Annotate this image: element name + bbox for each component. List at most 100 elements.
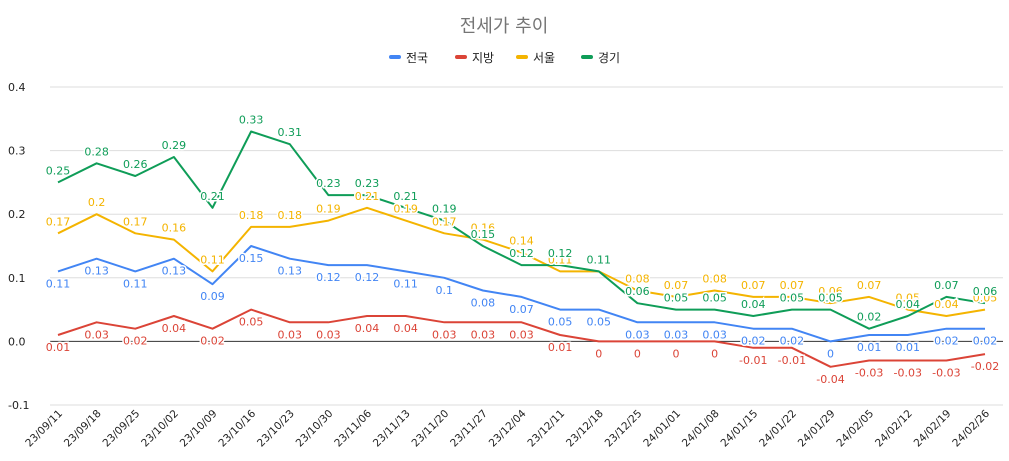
data-label: 0.05 xyxy=(587,316,612,329)
data-label: 0.21 xyxy=(393,190,418,203)
x-tick-label: 24/01/08 xyxy=(680,408,722,450)
data-label: 0.02 xyxy=(741,335,766,348)
data-label: 0.13 xyxy=(162,265,187,278)
y-axis: -0.1 0.0 0.1 0.2 0.3 0.4 xyxy=(8,81,29,412)
x-tick-label: 24/02/05 xyxy=(834,408,876,450)
data-label: -0.02 xyxy=(971,360,999,373)
data-label: 0.19 xyxy=(316,203,341,216)
x-tick-label: 23/12/04 xyxy=(487,407,529,449)
data-label: 0.16 xyxy=(162,222,187,235)
series-line xyxy=(57,130,986,330)
data-label: 0.02 xyxy=(780,335,805,348)
x-tick-label: 23/12/18 xyxy=(564,408,606,450)
x-tick-label: 23/11/06 xyxy=(332,407,374,449)
data-label: 0.02 xyxy=(123,335,148,348)
data-label: 0.08 xyxy=(471,297,496,310)
data-label: 0.02 xyxy=(200,335,225,348)
data-label: 0.03 xyxy=(432,328,457,341)
data-label: 0 xyxy=(595,347,602,360)
data-label: 0.06 xyxy=(818,285,843,298)
x-tick-label: 23/12/25 xyxy=(603,408,645,450)
data-label: 0.07 xyxy=(509,303,534,316)
data-label: 0.12 xyxy=(316,271,341,284)
data-label: 0.04 xyxy=(162,322,187,335)
data-label: 0.03 xyxy=(316,328,341,341)
data-label: 0.07 xyxy=(664,279,689,292)
data-label: 0.03 xyxy=(278,328,303,341)
data-label: 0.01 xyxy=(857,341,882,354)
data-label: 0.02 xyxy=(973,335,998,348)
data-label: -0.01 xyxy=(778,354,806,367)
data-label: 0.26 xyxy=(123,158,148,171)
x-tick-label: 23/11/20 xyxy=(410,408,452,450)
data-label: 0.04 xyxy=(393,322,418,335)
data-label: 0.11 xyxy=(200,253,225,266)
y-tick-label: 0.1 xyxy=(8,272,26,285)
x-axis: 23/09/1123/09/1823/09/2523/10/0223/10/09… xyxy=(23,407,992,449)
x-tick-label: 24/02/12 xyxy=(873,408,915,450)
data-label: 0.17 xyxy=(432,215,457,228)
data-label: 0.14 xyxy=(509,234,534,247)
data-label: 0.21 xyxy=(355,190,380,203)
legend-item: 지방 xyxy=(455,51,494,65)
data-label: 0.05 xyxy=(780,292,805,305)
data-label: 0.11 xyxy=(123,277,148,290)
legend-swatch xyxy=(389,55,401,59)
x-tick-label: 23/09/18 xyxy=(62,408,104,450)
data-label: 0.01 xyxy=(46,341,71,354)
legend-item: 전국 xyxy=(389,51,428,65)
data-label: 0.23 xyxy=(355,177,380,190)
legend-item: 서울 xyxy=(516,51,555,65)
data-label: 0.05 xyxy=(548,316,573,329)
data-label: 0.07 xyxy=(857,279,882,292)
data-labels: 0.110.130.110.130.090.150.13 0.12 0.12 0.11… xyxy=(44,112,1000,387)
data-label: 0.15 xyxy=(239,252,264,265)
data-label: 0.06 xyxy=(973,285,998,298)
x-tick-label: 23/10/09 xyxy=(178,408,220,450)
data-label: 0.03 xyxy=(664,328,689,341)
x-tick-label: 24/01/15 xyxy=(719,408,761,450)
data-label: 0.12 xyxy=(509,247,534,260)
series-line xyxy=(57,245,985,343)
data-label: 0.1 xyxy=(436,284,454,297)
series-lines xyxy=(57,130,986,368)
legend-label: 서울 xyxy=(533,51,555,65)
data-label: 0.05 xyxy=(973,292,998,305)
data-label: -0.03 xyxy=(894,366,922,379)
data-label: 0.07 xyxy=(741,279,766,292)
x-tick-label: 23/10/23 xyxy=(255,408,297,450)
data-label: 0.05 xyxy=(702,292,727,305)
y-tick-label: -0.1 xyxy=(8,399,29,412)
data-label: 0.03 xyxy=(702,328,727,341)
x-tick-label: 24/01/01 xyxy=(641,408,683,450)
legend-swatch xyxy=(455,55,467,59)
legend-swatch xyxy=(516,55,528,59)
data-label: 0.06 xyxy=(625,285,650,298)
data-label: 0.01 xyxy=(548,341,573,354)
x-tick-label: 24/02/19 xyxy=(912,408,954,450)
data-label: 0.19 xyxy=(393,203,418,216)
data-label: 0.01 xyxy=(896,341,921,354)
data-label: 0.21 xyxy=(200,190,225,203)
data-label: 0.11 xyxy=(548,253,573,266)
legend-swatch xyxy=(581,55,593,59)
x-tick-label: 24/01/29 xyxy=(796,408,838,450)
data-label: 0 xyxy=(827,347,834,360)
data-label: 0.17 xyxy=(46,215,71,228)
data-label: 0.17 xyxy=(123,215,148,228)
x-tick-label: 24/02/26 xyxy=(950,407,992,449)
data-label: 0 xyxy=(673,347,680,360)
y-tick-label: 0.2 xyxy=(8,208,26,221)
legend-label: 경기 xyxy=(598,51,620,65)
data-label: 0.05 xyxy=(239,316,264,329)
data-label: 0.03 xyxy=(625,328,650,341)
data-label: 0.13 xyxy=(278,265,303,278)
data-label: -0.04 xyxy=(816,373,844,386)
data-label: 0.33 xyxy=(239,114,264,127)
data-label: 0.29 xyxy=(162,139,187,152)
data-label: 0.11 xyxy=(587,253,612,266)
data-label: 0.03 xyxy=(471,328,496,341)
data-label: 0.08 xyxy=(625,273,650,286)
